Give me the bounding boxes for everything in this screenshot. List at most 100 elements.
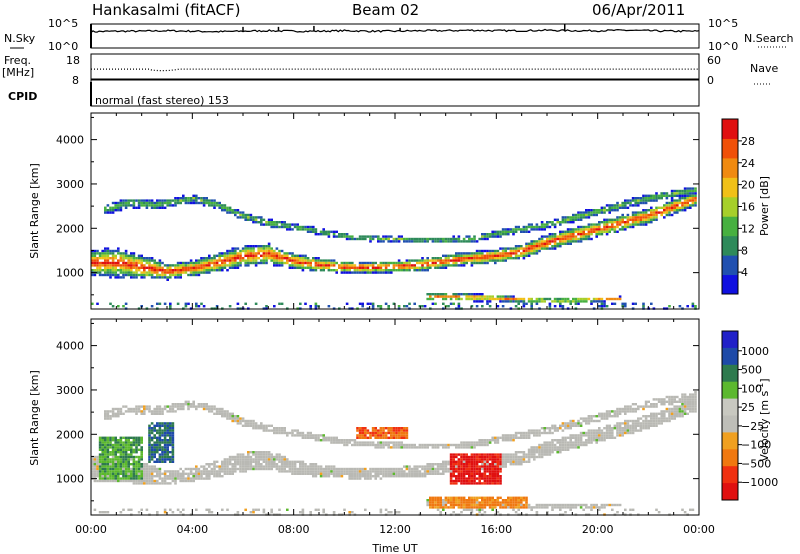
power-cell	[239, 264, 242, 267]
velocity-cell	[533, 453, 536, 456]
power-cell	[184, 271, 188, 274]
power-cell	[169, 276, 172, 279]
velocity-cell	[530, 506, 533, 509]
power-cell	[148, 269, 151, 272]
power-cell	[496, 295, 500, 298]
velocity-cell	[332, 441, 336, 444]
power-cell	[332, 264, 336, 267]
power-cell	[158, 273, 162, 277]
velocity-cell	[283, 467, 286, 471]
velocity-cell	[106, 477, 110, 480]
power-cell	[530, 297, 533, 301]
power-cell	[507, 300, 510, 303]
power-cell	[475, 293, 479, 296]
power-cell	[626, 206, 630, 209]
power-cell	[496, 235, 500, 238]
power-cell	[249, 257, 253, 260]
velocity-cell	[494, 501, 497, 504]
velocity-cell	[462, 455, 466, 459]
velocity-cell	[114, 467, 117, 471]
velocity-cell	[598, 419, 601, 423]
power-cell	[611, 206, 614, 209]
power-cell	[507, 247, 510, 250]
velocity-cell	[226, 412, 229, 415]
power-cell	[260, 245, 263, 248]
velocity-cell	[481, 503, 484, 507]
power-cell	[156, 264, 159, 267]
velocity-cell	[148, 467, 151, 471]
velocity-cell	[556, 506, 559, 509]
velocity-cell	[478, 443, 481, 447]
power-cell	[351, 271, 354, 274]
power-cell	[179, 266, 182, 269]
velocity-cell	[226, 470, 229, 473]
velocity-cell	[475, 443, 479, 447]
velocity-cell	[239, 455, 242, 459]
velocity-cell	[260, 467, 263, 471]
power-cell	[559, 297, 562, 301]
power-cell	[639, 213, 643, 217]
velocity-cell	[166, 446, 169, 449]
velocity-cell	[169, 451, 172, 454]
power-cell	[634, 221, 637, 224]
velocity-cell	[262, 458, 266, 461]
power-cell	[569, 240, 572, 243]
velocity-cell	[288, 465, 292, 468]
velocity-cell	[208, 475, 211, 478]
power-cell	[340, 261, 344, 265]
velocity-cell	[431, 463, 435, 466]
power-cell	[520, 300, 523, 303]
velocity-cell	[150, 443, 154, 447]
velocity-cell	[286, 508, 289, 511]
power-cell	[673, 204, 676, 207]
velocity-cell	[127, 448, 130, 451]
velocity-cell	[195, 467, 198, 471]
power-cell	[312, 266, 315, 269]
velocity-cell	[382, 436, 385, 439]
velocity-cell	[366, 477, 370, 480]
power-cell	[408, 237, 411, 241]
power-cell	[543, 247, 546, 250]
velocity-cell	[465, 470, 468, 473]
power-cell	[275, 252, 279, 255]
velocity-cell	[150, 451, 154, 454]
power-cell	[413, 302, 416, 305]
velocity-cell	[470, 463, 474, 466]
power-cell	[366, 269, 370, 272]
power-cell	[98, 273, 102, 277]
power-cell	[468, 259, 471, 262]
power-cell	[655, 199, 658, 202]
power-cell	[577, 302, 580, 305]
power-cell	[93, 273, 97, 277]
velocity-cell	[436, 446, 440, 449]
velocity-cell	[124, 465, 128, 468]
velocity-cell	[418, 446, 422, 449]
velocity-cell	[166, 427, 169, 430]
power-cell	[257, 221, 260, 224]
velocity-cell	[163, 407, 167, 411]
power-cell	[322, 230, 325, 233]
power-cell	[202, 266, 206, 269]
velocity-cell	[509, 455, 513, 459]
velocity-cell	[205, 407, 208, 411]
power-cell	[104, 264, 107, 267]
velocity-cell	[507, 458, 510, 461]
velocity-cell	[546, 448, 549, 451]
velocity-cell	[384, 472, 388, 475]
power-cell	[603, 300, 606, 303]
power-cell	[470, 254, 474, 257]
power-cell	[202, 259, 206, 262]
velocity-cell	[145, 470, 149, 473]
velocity-cell	[124, 439, 128, 442]
power-cell	[239, 254, 242, 257]
velocity-cell	[483, 475, 487, 478]
velocity-cell	[153, 448, 156, 451]
velocity-cell	[104, 479, 107, 483]
velocity-cell	[163, 422, 167, 425]
power-cell	[252, 218, 255, 221]
velocity-cell	[561, 441, 565, 444]
velocity-cell	[166, 405, 169, 408]
power-cell	[598, 209, 601, 212]
velocity-cell	[306, 470, 310, 473]
velocity-cell	[301, 463, 305, 466]
